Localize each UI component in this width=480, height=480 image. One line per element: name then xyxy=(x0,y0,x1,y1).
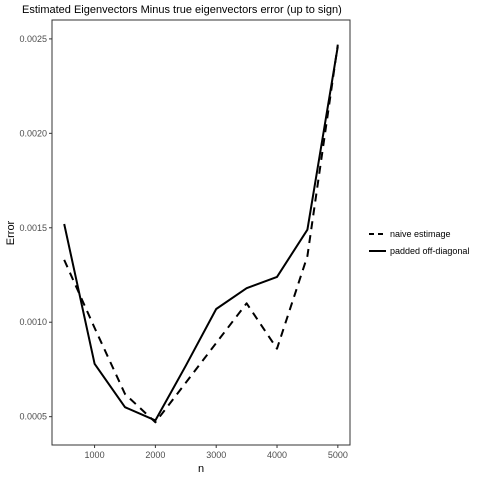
legend-label: padded off-diagonal xyxy=(390,246,469,256)
chart-title: Estimated Eigenvectors Minus true eigenv… xyxy=(22,4,342,16)
y-tick-label: 0.0020 xyxy=(19,128,47,138)
plot-lines xyxy=(63,44,339,424)
y-tick-label: 0.0010 xyxy=(19,317,47,327)
series-line-solid xyxy=(63,46,339,422)
y-tick-label: 0.0025 xyxy=(19,34,47,44)
x-tick-label: 1000 xyxy=(85,450,105,460)
x-tick-label: 2000 xyxy=(145,450,165,460)
legend: naive estimage padded off-diagonal xyxy=(369,229,469,256)
x-tick-label: 3000 xyxy=(206,450,226,460)
x-tick-label: 4000 xyxy=(267,450,287,460)
series-line-dashed xyxy=(63,44,339,424)
legend-label: naive estimage xyxy=(390,229,451,239)
x-axis-title: n xyxy=(198,463,204,475)
x-axis: 1000 2000 3000 4000 5000 xyxy=(85,445,348,460)
y-axis: 0.0005 0.0010 0.0015 0.0020 0.0025 xyxy=(19,34,52,422)
plot-panel-border xyxy=(51,19,351,446)
x-tick-label: 5000 xyxy=(328,450,348,460)
y-tick-label: 0.0005 xyxy=(19,412,47,422)
y-axis-title: Error xyxy=(5,220,17,245)
y-tick-label: 0.0015 xyxy=(19,223,47,233)
